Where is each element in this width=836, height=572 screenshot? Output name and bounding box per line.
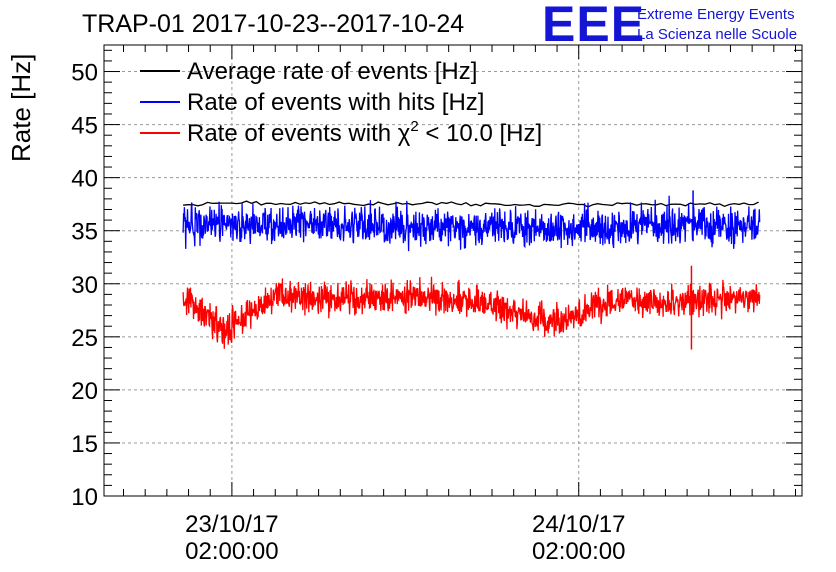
legend-label-hits: Rate of events with hits [Hz]	[187, 89, 484, 116]
data-series	[182, 190, 761, 350]
series-line-2	[182, 276, 761, 349]
y-tick-label: 15	[71, 431, 98, 458]
x-tick-date: 24/10/17	[532, 511, 625, 538]
y-tick-label: 10	[71, 484, 98, 511]
y-axis-title: Rate [Hz]	[6, 54, 36, 162]
legend-label-chi2: Rate of events with χ2 < 10.0 [Hz]	[187, 118, 542, 147]
x-tick-time: 02:00:00	[532, 538, 625, 565]
eee-logo-line1: Extreme Energy Events	[637, 6, 795, 23]
eee-logo: EEE Extreme Energy Events La Scienza nel…	[542, 0, 797, 52]
x-tick-time: 02:00:00	[185, 538, 278, 565]
legend-label-average: Average rate of events [Hz]	[187, 58, 477, 85]
axes: 10152025303540455023/10/1702:00:0024/10/…	[71, 45, 802, 565]
legend-entry-hits: Rate of events with hits [Hz]	[140, 89, 484, 116]
y-tick-label: 50	[71, 60, 98, 87]
y-tick-label: 25	[71, 325, 98, 352]
y-tick-label: 30	[71, 272, 98, 299]
plot-frame	[103, 44, 803, 497]
y-tick-label: 20	[71, 378, 98, 405]
eee-logo-line2: La Scienza nelle Scuole	[637, 26, 797, 43]
y-tick-label: 45	[71, 113, 98, 140]
x-tick-date: 23/10/17	[185, 511, 278, 538]
series-line-0	[183, 200, 759, 208]
legend-entry-chi2: Rate of events with χ2 < 10.0 [Hz]	[140, 118, 542, 147]
legend: Average rate of events [Hz] Rate of even…	[140, 58, 542, 147]
legend-entry-average: Average rate of events [Hz]	[140, 58, 477, 85]
eee-logo-text: EEE	[542, 0, 645, 52]
y-tick-label: 35	[71, 219, 98, 246]
chart-title: TRAP-01 2017-10-23--2017-10-24	[82, 10, 464, 38]
series-line-1	[182, 195, 761, 252]
grid	[104, 45, 802, 496]
y-tick-label: 40	[71, 166, 98, 193]
